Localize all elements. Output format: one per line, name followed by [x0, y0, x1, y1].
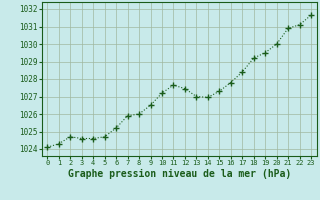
X-axis label: Graphe pression niveau de la mer (hPa): Graphe pression niveau de la mer (hPa): [68, 169, 291, 179]
